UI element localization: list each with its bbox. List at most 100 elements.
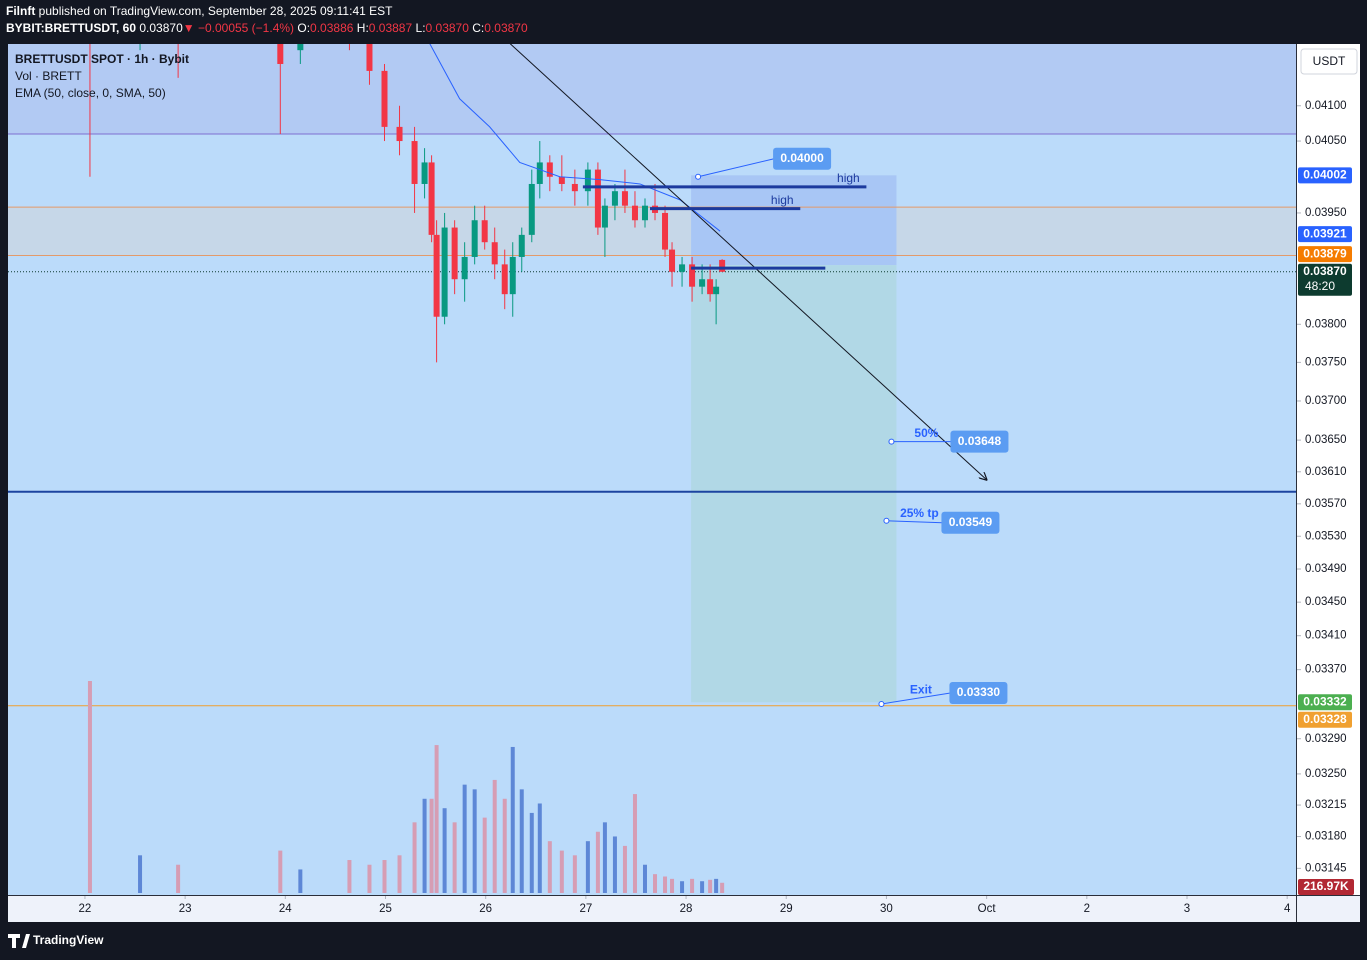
published: published on TradingView.com, September … [39, 4, 393, 18]
price-label: 0.03870 [1303, 264, 1347, 278]
volume-bar [347, 860, 352, 893]
change: ▼ −0.00055 (−1.4%) [183, 21, 294, 35]
y-tick-label: 0.03370 [1305, 664, 1347, 676]
price-axis [1297, 44, 1360, 895]
x-tick-label: 23 [179, 903, 192, 915]
candle-body [277, 44, 284, 64]
volume-bar [720, 882, 725, 893]
segment-label: high [771, 193, 794, 207]
volume-bar [529, 812, 534, 893]
volume-bar [602, 822, 607, 893]
ohlc-o-label: O: [297, 21, 310, 35]
y-tick-label: 0.03650 [1305, 434, 1347, 446]
ohlc-h: 0.03887 [369, 21, 413, 35]
price-label: 0.03332 [1303, 694, 1347, 708]
author: Filnft [6, 4, 35, 18]
price-label-box [1298, 711, 1352, 728]
volume-bar [412, 822, 417, 893]
volume-bar [492, 779, 497, 893]
volume-bar [612, 836, 617, 893]
volume-bar [422, 798, 427, 893]
candle-body [707, 279, 714, 295]
price-label-box [1298, 167, 1352, 184]
candle-body [719, 259, 726, 272]
y-tick-label: 0.04050 [1305, 135, 1347, 147]
annotation-point [883, 517, 890, 524]
volume-bar [429, 798, 434, 893]
x-tick-label: 2 [1084, 903, 1090, 915]
x-tick-label: 24 [279, 903, 292, 915]
volume-label-box [1298, 879, 1354, 895]
volume-bar [642, 864, 647, 893]
y-tick-label: 0.03530 [1305, 530, 1347, 542]
x-tick-label: 22 [79, 903, 92, 915]
position-stop [691, 175, 897, 266]
volume-bar [452, 822, 457, 893]
candle-body [396, 126, 403, 142]
volume-bar [482, 817, 487, 893]
plot-background [8, 44, 1296, 895]
y-tick-label: 0.03950 [1305, 207, 1347, 219]
candle-body [433, 234, 440, 317]
candle-body [518, 234, 525, 257]
y-tick-label: 0.03145 [1305, 862, 1347, 874]
volume-bar [434, 745, 439, 893]
annotation-box [949, 681, 1008, 704]
y-tick-label: 0.03610 [1305, 466, 1347, 478]
candle-body [558, 176, 565, 184]
annotation-note: Exit [910, 683, 932, 697]
x-tick-label: 29 [780, 903, 793, 915]
y-tick-label: 0.03180 [1305, 831, 1347, 843]
candle-body [689, 264, 696, 287]
price-label: 0.03328 [1303, 712, 1347, 726]
candle-body [571, 183, 578, 192]
annotation-label: 0.04000 [780, 151, 824, 165]
symbol-line: BYBIT:BRETTUSDT, 60 0.03870▼ −0.00055 (−… [6, 21, 528, 35]
volume-bar [278, 850, 283, 893]
y-tick-label: 0.04100 [1305, 100, 1347, 112]
ema-line [429, 44, 721, 232]
volume-bar [632, 794, 637, 893]
candle-body [528, 183, 535, 235]
annotation-box [950, 430, 1009, 453]
price-label: 0.03921 [1303, 226, 1347, 240]
volume-bar [519, 789, 524, 893]
volume-bar [622, 845, 627, 893]
y-tick-label: 0.03410 [1305, 630, 1347, 642]
volume-bar [670, 878, 675, 893]
volume-bar [397, 855, 402, 893]
volume-bar [510, 746, 515, 893]
volume-bar [138, 855, 143, 893]
legend-entry: Vol · BRETT [15, 69, 82, 83]
candle-body [411, 141, 418, 184]
plot: high high [8, 44, 1296, 893]
currency-button[interactable] [1300, 48, 1358, 75]
y-tick-label: 0.03800 [1305, 318, 1347, 330]
legend-entry: EMA (50, close, 0, SMA, 50) [15, 86, 166, 100]
countdown: 48:20 [1305, 279, 1335, 293]
candle-body [509, 256, 516, 295]
annotation-label: 0.03330 [957, 685, 1001, 699]
y-tick-label: 0.03290 [1305, 733, 1347, 745]
y-tick-label: 0.03570 [1305, 498, 1347, 510]
y-tick-label: 0.03700 [1305, 395, 1347, 407]
candle-body [641, 205, 648, 221]
candle-body [461, 256, 468, 280]
candle-body [699, 279, 706, 287]
candle-body [451, 227, 458, 280]
annotation-connector [886, 520, 943, 524]
publish-line: Filnft published on TradingView.com, Sep… [6, 4, 393, 18]
currency: USDT [1313, 54, 1346, 68]
ohlc-c-label: C: [472, 21, 484, 35]
annotation-note: 25% tp [900, 506, 939, 520]
x-tick-label: 3 [1184, 903, 1190, 915]
price-label-box [1298, 226, 1352, 243]
volume-bar [559, 850, 564, 893]
price-label: 0.04002 [1303, 168, 1347, 182]
annotation-box [773, 147, 832, 170]
volume-bar [714, 878, 719, 893]
segment-label: high [837, 171, 860, 185]
annotation-note: 50% [914, 426, 938, 440]
annotation-point [878, 700, 885, 707]
